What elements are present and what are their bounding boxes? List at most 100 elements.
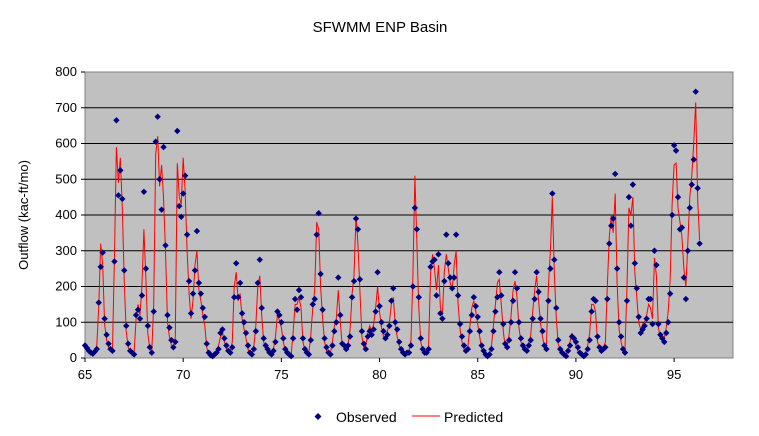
observed-point [651,247,658,254]
observed-point [201,313,208,321]
observed-point [413,226,421,233]
observed-point [445,260,452,267]
observed-point [195,279,203,287]
observed-point [474,313,481,321]
observed-point [221,335,228,342]
observed-point [427,263,434,271]
observed-point [384,331,391,338]
observed-point [545,297,552,304]
observed-point [354,226,362,233]
observed-point [592,297,599,304]
observed-point [348,294,356,301]
observed-point [527,336,534,344]
observed-point [297,294,305,301]
observed-point [315,210,322,217]
observed-point [692,88,699,95]
observed-point [305,351,313,358]
observed-point [146,344,153,351]
observed-point [248,351,256,358]
observed-point [449,285,456,292]
observed-point [327,351,334,358]
observed-point [193,227,201,235]
observed-point [551,256,558,263]
observed-point [588,308,595,315]
observed-point [93,345,100,353]
observed-point [258,304,265,312]
observed-point [535,288,542,296]
observed-point [513,285,521,292]
observed-point [97,263,104,271]
observed-point [500,320,507,328]
observed-point [356,276,364,283]
observed-point [346,333,354,340]
observed-point [570,335,578,342]
observed-point [635,313,642,321]
observed-point [319,306,326,313]
observed-point [557,345,564,353]
observed-point [368,331,375,338]
observed-point [115,192,122,199]
observed-point [604,295,611,303]
observed-point [238,310,246,317]
observed-point [242,329,250,337]
observed-point [549,190,556,197]
y-tick-label: 800 [55,64,77,79]
observed-point [431,256,438,263]
observed-point [450,274,458,281]
observed-point [176,202,183,210]
observed-point [541,342,548,349]
observed-point [405,349,413,356]
observed-point [478,342,485,349]
observed-point [492,308,499,315]
observed-point [678,224,686,231]
observed-point [584,345,591,353]
observed-point [670,142,678,149]
y-tick-label: 700 [55,100,77,115]
observed-point [631,260,639,267]
observed-point [417,335,424,342]
observed-point [254,279,261,287]
x-tick-label: 65 [78,367,92,382]
observed-point [295,286,303,294]
observed-point [309,301,316,308]
observed-point [160,143,167,151]
observed-point [580,353,587,360]
x-tick-label: 70 [176,367,190,382]
observed-point [152,138,159,145]
observed-point [372,308,379,315]
observed-point [647,295,654,303]
observed-point [215,345,222,353]
observed-point [223,342,230,349]
observed-point [558,349,566,356]
observed-point [323,344,330,351]
observed-point [574,344,582,351]
observed-point [555,336,562,344]
observed-point [596,344,603,351]
observed-point [360,340,368,347]
observed-point [203,340,210,347]
observed-point [331,327,338,335]
observed-point [649,320,656,328]
observed-point [643,315,650,322]
observed-point [668,211,676,219]
observed-point [358,327,366,335]
observed-point [299,335,307,342]
observed-point [674,193,682,201]
observed-point [172,338,179,346]
observed-point [498,292,505,299]
observed-point [617,333,625,340]
y-axis-label: Outflow (kac-ft/mo) [16,160,31,270]
observed-point [466,327,474,335]
observed-point [95,299,102,306]
observed-point [144,322,152,330]
observed-point [236,279,244,287]
observed-point [119,195,126,203]
observed-point [582,351,589,358]
observed-point [378,319,385,326]
observed-point [132,311,140,319]
observed-point [441,277,448,285]
observed-point [252,327,260,335]
observed-point [227,349,234,356]
observed-point [633,285,640,292]
observed-point [388,297,395,304]
